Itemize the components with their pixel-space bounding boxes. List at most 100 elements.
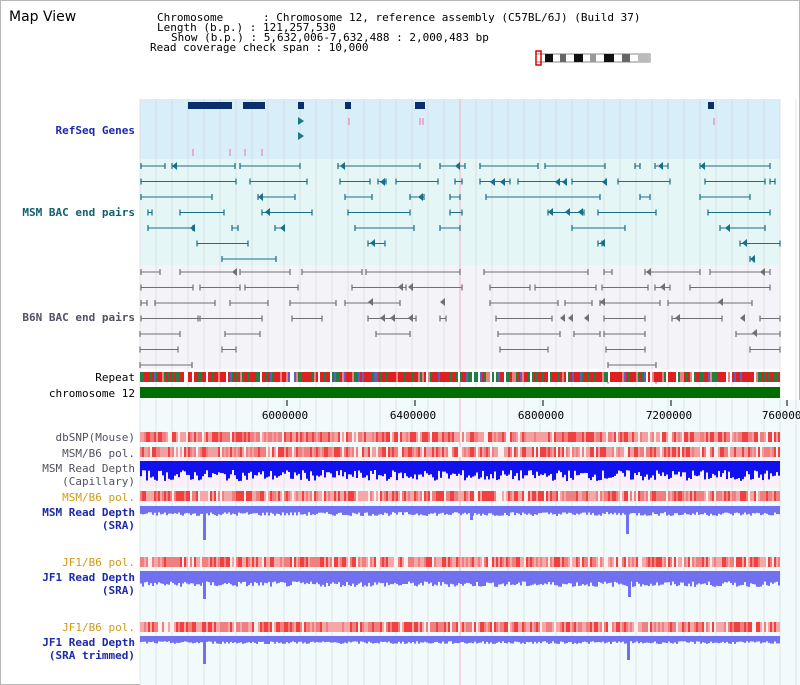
- jf1-b6-pol-heat: [250, 557, 252, 567]
- msm-b6-pol-sra-heat: [748, 491, 750, 501]
- msm-b6-pol-heat: [624, 447, 626, 457]
- msm-capillary-depth: [168, 461, 170, 479]
- msm-b6-pol-sra-heat: [368, 491, 370, 501]
- jf1-sra-depth: [614, 571, 616, 582]
- jf1-b6-pol-heat: [308, 557, 310, 567]
- jf1-b6-pol-trimmed-heat: [142, 622, 144, 632]
- jf1-b6-pol-trimmed-heat: [686, 622, 688, 632]
- jf1-sra-depth: [676, 571, 678, 587]
- jf1-b6-pol-heat: [254, 557, 256, 567]
- msm-bac-end-pairs-label[interactable]: MSM BAC end pairs: [22, 206, 135, 219]
- jf1-sra-depth: [200, 571, 202, 586]
- repeat-element: [488, 372, 490, 382]
- dbsnp-heat: [202, 432, 204, 442]
- msm-capillary-depth: [506, 461, 508, 476]
- refseq-genes-label[interactable]: RefSeq Genes: [55, 124, 135, 137]
- repeat-element: [654, 372, 656, 382]
- jf1-sra-depth: [702, 571, 704, 584]
- jf1-b6-pol-trimmed-heat: [692, 622, 694, 632]
- msm-b6-pol-sra-heat: [362, 491, 364, 501]
- repeat-element: [158, 372, 160, 382]
- jf1-b6-pol-trimmed-heat: [396, 622, 398, 632]
- jf1-sra-depth: [760, 571, 762, 587]
- jf1-trimmed-depth: [458, 636, 460, 644]
- jf1-trimmed-depth: [308, 636, 310, 644]
- jf1-sra-depth: [636, 571, 638, 582]
- jf1-trimmed-depth: [654, 636, 656, 642]
- jf1-trimmed-depth: [694, 636, 696, 644]
- msm-b6-pol-heat: [554, 447, 556, 457]
- jf1-sra-depth: [634, 571, 636, 587]
- jf1-sra-depth: [164, 571, 166, 586]
- msm-b6-pol-sra-heat: [590, 491, 592, 501]
- b6n-bac-arrow: [398, 283, 403, 291]
- jf1-b6-pol-heat: [488, 557, 490, 567]
- jf1-sra-depth: [268, 571, 270, 582]
- jf1-trimmed-depth: [168, 636, 170, 642]
- dbsnp-heat: [550, 432, 552, 442]
- jf1-b6-pol-heat: [290, 557, 292, 567]
- msm-b6-pol-heat: [226, 447, 228, 457]
- jf1-b6-pol-heat: [352, 557, 354, 567]
- dbsnp-heat: [696, 432, 698, 442]
- jf1-b6-pol-trimmed-heat: [158, 622, 160, 632]
- msm-capillary-depth: [396, 461, 398, 481]
- msm-read-depth-capillary-sub-label: (Capillary): [62, 475, 135, 488]
- jf1-b6-pol-heat: [216, 557, 218, 567]
- repeat-element: [656, 372, 658, 382]
- msm-b6-pol-sra-heat: [396, 491, 398, 501]
- msm-b6-pol-sra-heat: [732, 491, 734, 501]
- dbsnp-heat: [540, 432, 542, 442]
- jf1-sra-depth: [416, 571, 418, 587]
- jf1-sra-depth: [256, 571, 258, 584]
- jf1-trimmed-depth: [316, 636, 318, 642]
- b6n-bac-end-pairs-label[interactable]: B6N BAC end pairs: [22, 311, 135, 324]
- msm-sra-depth: [182, 506, 184, 516]
- jf1-trimmed-depth: [244, 636, 246, 644]
- dbsnp-heat: [370, 432, 372, 442]
- jf1-b6-pol-heat: [330, 557, 332, 567]
- msm-b6-pol-sra-heat: [642, 491, 644, 501]
- msm-capillary-depth: [362, 461, 364, 478]
- jf1-b6-pol-heat: [706, 557, 708, 567]
- msm-sra-depth: [510, 506, 512, 513]
- jf1-b6-pol-heat: [732, 557, 734, 567]
- jf1-trimmed-depth: [412, 636, 414, 643]
- msm-capillary-depth: [630, 461, 632, 480]
- jf1-trimmed-depth: [470, 636, 472, 643]
- repeat-element: [338, 372, 340, 382]
- jf1-b6-pol-heat: [294, 557, 296, 567]
- msm-b6-pol-sra-heat: [318, 491, 320, 501]
- msm-b6-pol-heat: [514, 447, 516, 457]
- repeat-element: [354, 372, 356, 382]
- jf1-b6-pol-trimmed-heat: [432, 622, 434, 632]
- msm-b6-pol-sra-heat: [434, 491, 436, 501]
- jf1-b6-pol-heat: [760, 557, 762, 567]
- jf1-b6-pol-heat: [552, 557, 554, 567]
- msm-b6-pol-sra-heat: [624, 491, 626, 501]
- jf1-b6-pol-heat: [610, 557, 612, 567]
- msm-b6-pol-heat: [732, 447, 734, 457]
- jf1-b6-pol-heat: [470, 557, 472, 567]
- msm-b6-pol-heat: [188, 447, 190, 457]
- chromosome-ideogram[interactable]: [535, 50, 651, 66]
- repeat-element: [600, 372, 602, 382]
- msm-b6-pol-sra-heat: [386, 491, 388, 501]
- jf1-b6-pol-trimmed-heat: [152, 622, 154, 632]
- repeat-element: [596, 372, 598, 382]
- msm-sra-depth: [524, 506, 526, 514]
- jf1-b6-pol-trimmed-heat: [320, 622, 322, 632]
- msm-capillary-depth: [308, 461, 310, 481]
- repeat-element: [572, 372, 574, 382]
- jf1-sra-depth: [402, 571, 404, 584]
- jf1-read-depth-sra-sub-label: (SRA): [101, 584, 135, 597]
- jf1-trimmed-depth: [722, 636, 724, 642]
- dbsnp-heat: [360, 432, 362, 442]
- jf1-trimmed-depth: [146, 636, 148, 644]
- jf1-sra-depth: [662, 571, 664, 585]
- msm-capillary-depth: [296, 461, 298, 476]
- dbsnp-heat: [336, 432, 338, 442]
- msm-capillary-depth: [628, 461, 630, 471]
- msm-b6-pol-sra-heat: [546, 491, 548, 501]
- jf1-trimmed-depth: [328, 636, 330, 642]
